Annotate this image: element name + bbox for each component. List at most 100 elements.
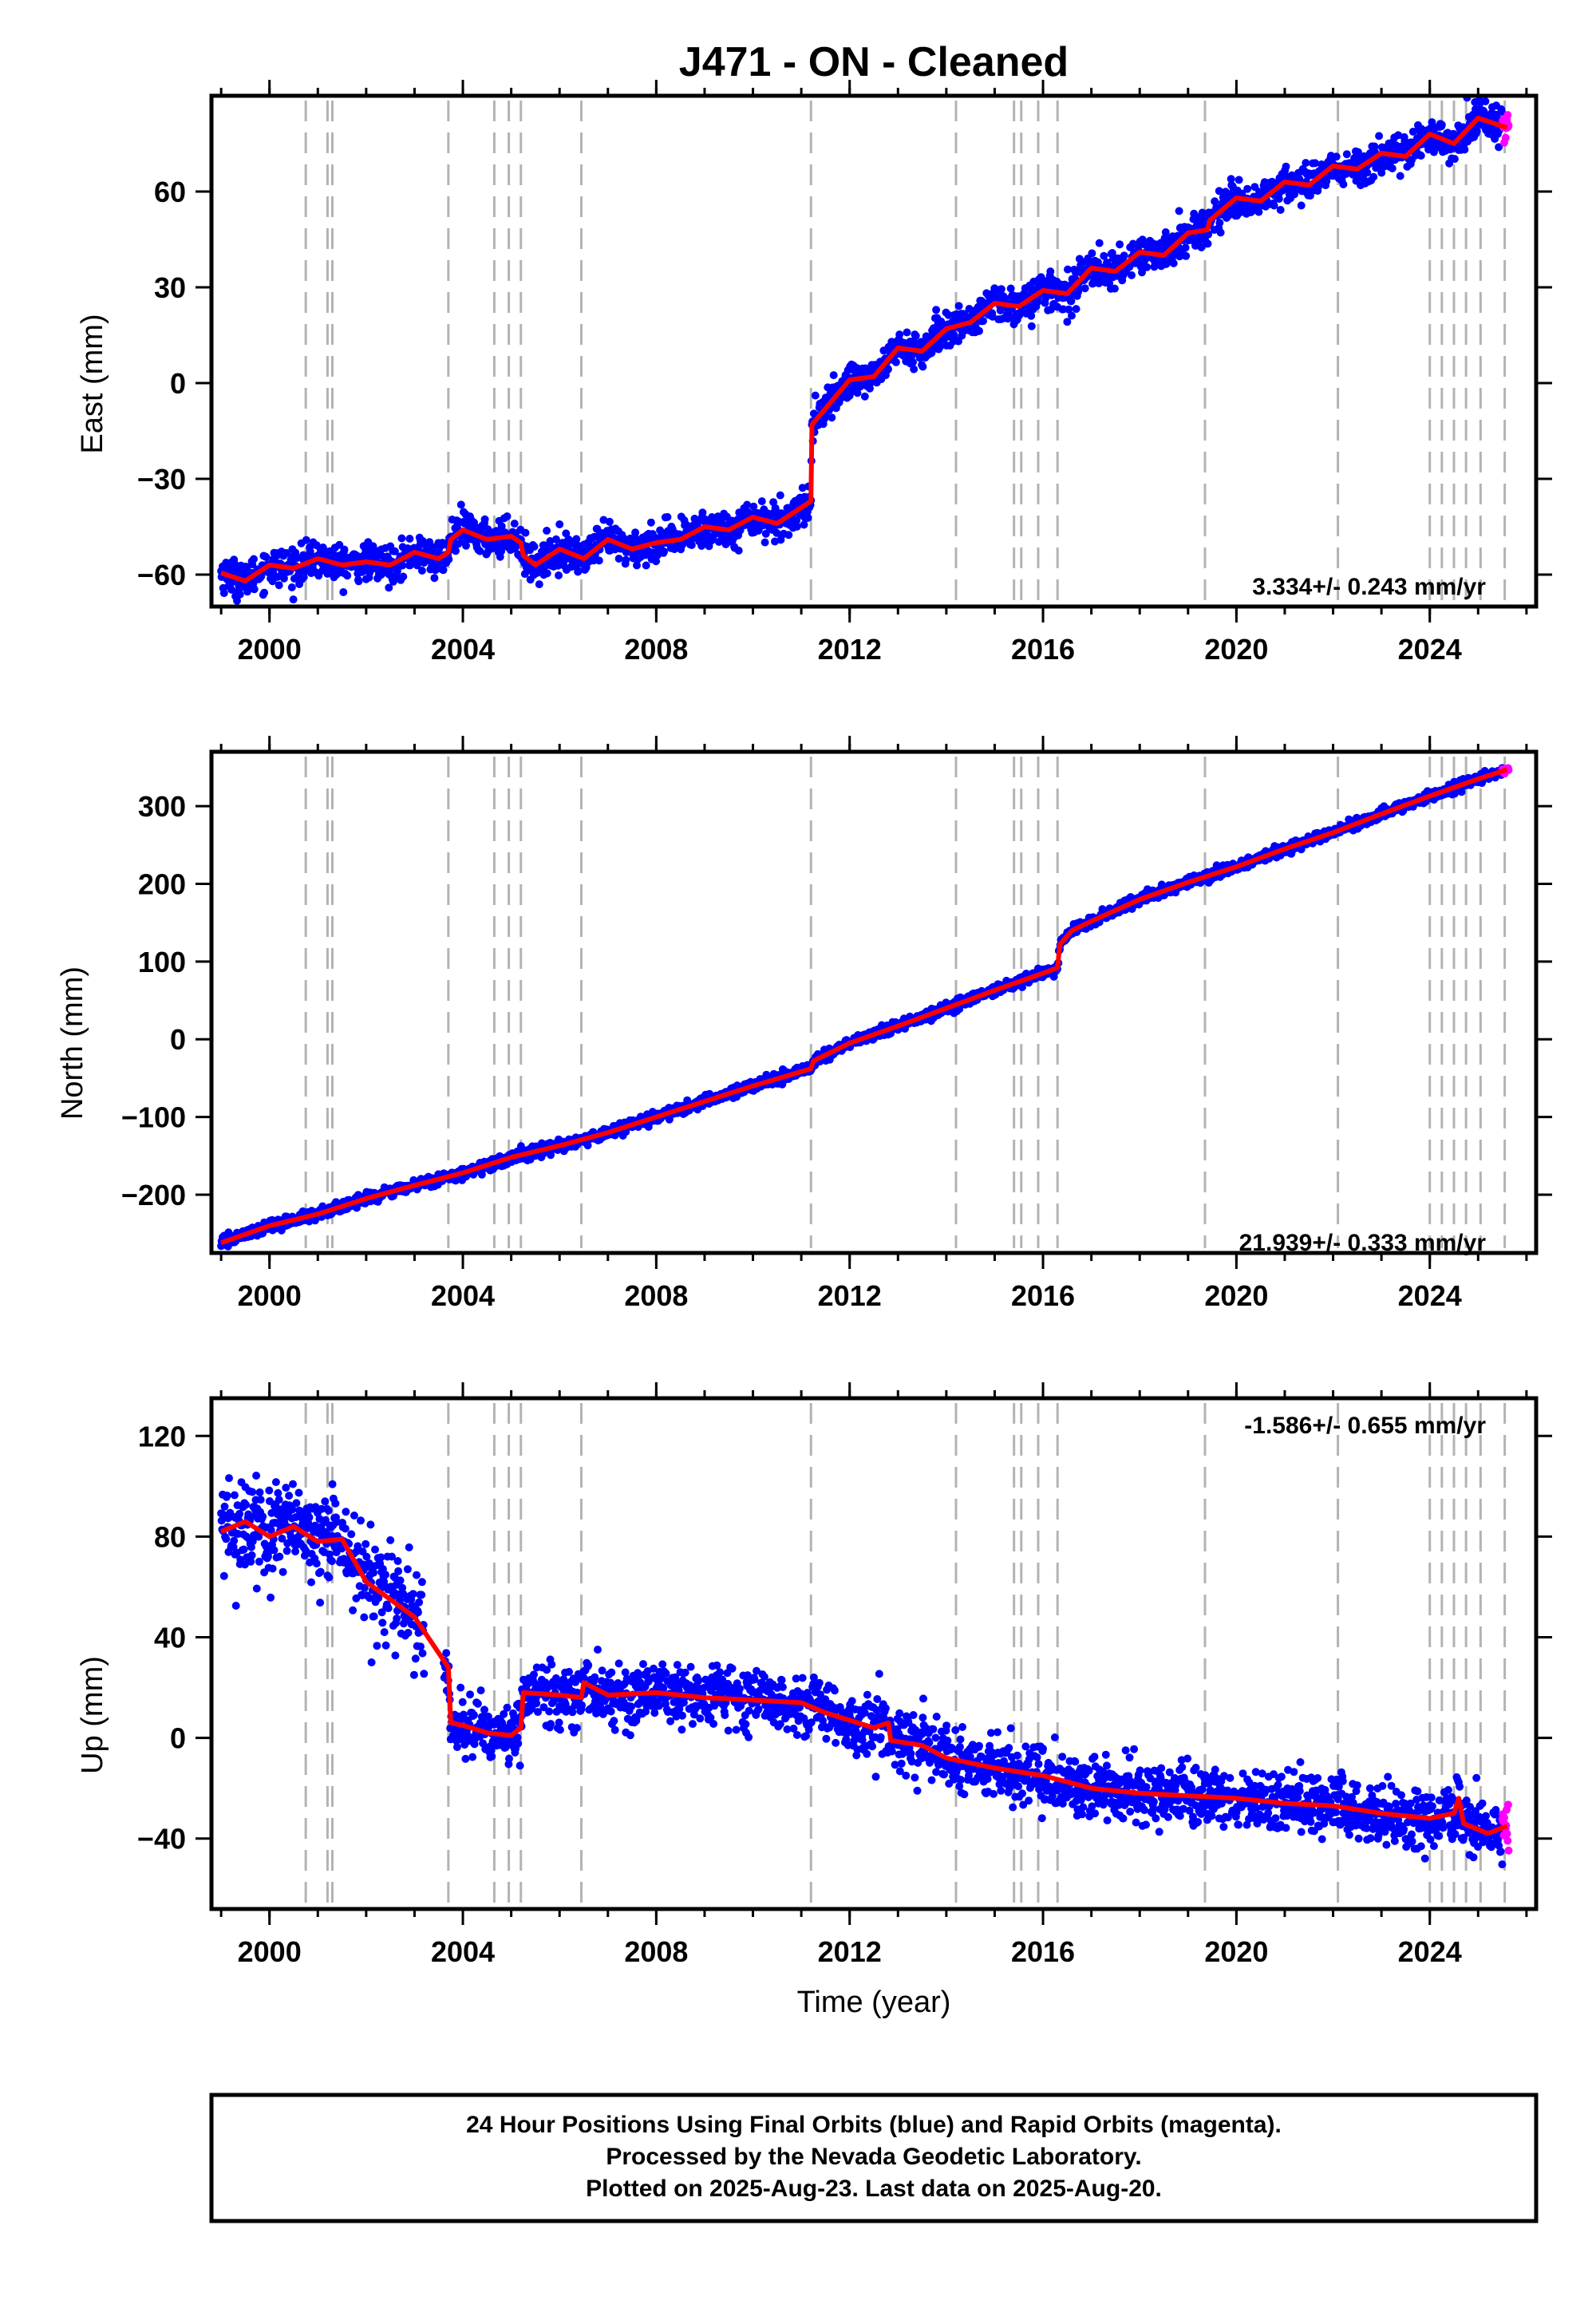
east-final-orbit-point (262, 553, 271, 561)
east-final-orbit-point (663, 512, 672, 521)
east-final-orbit-point (997, 285, 1005, 294)
east-final-orbit-point (1396, 172, 1404, 180)
east-panel: East (mm) 3.334+/- 0.243 mm/yr 2000 2004 2… (76, 80, 1552, 666)
east-final-orbit-point (555, 520, 564, 528)
east-final-orbit-point (1416, 152, 1425, 160)
east-final-orbit-point (1027, 322, 1036, 330)
east-final-orbit-point (521, 528, 530, 537)
east-final-orbit-point (234, 568, 243, 577)
east-final-orbit-point (698, 508, 707, 517)
east-final-orbit-point (530, 542, 539, 551)
east-final-orbit-point (369, 542, 377, 551)
east-final-orbit-point (235, 590, 244, 599)
east-final-orbit-point (390, 547, 399, 555)
east-final-orbit-point (497, 522, 506, 531)
east-final-orbit-point (339, 588, 348, 596)
east-final-orbit-point (1203, 239, 1212, 248)
east-y-tick-label: 30 (154, 271, 186, 304)
east-final-orbit-point (444, 555, 453, 563)
east-final-orbit-point (652, 557, 661, 566)
east-final-orbit-point (697, 542, 706, 550)
east-event-lines (304, 101, 1507, 602)
east-final-orbit-point (828, 413, 836, 422)
east-final-orbit-point (282, 549, 290, 557)
east-final-orbit-point (800, 520, 808, 529)
east-final-orbit-point (1375, 132, 1384, 140)
figure-title: J471 - ON - Cleaned (679, 39, 1069, 85)
east-y-tick-label: −60 (137, 559, 186, 591)
east-x-tick-label: 2004 (431, 633, 495, 666)
east-final-orbit-point (476, 547, 484, 555)
east-final-orbit-point (1116, 240, 1124, 249)
east-final-orbit-point (936, 342, 945, 351)
east-final-orbit-point (784, 531, 793, 539)
east-final-orbit-point (599, 516, 608, 524)
east-final-orbit-point (219, 589, 228, 598)
east-final-orbit-point (1182, 251, 1191, 260)
east-final-orbit-point (1068, 311, 1076, 320)
east-rapid-orbit-point (1501, 133, 1510, 142)
east-final-orbit-point (287, 583, 296, 591)
east-x-tick-label: 2012 (818, 633, 882, 666)
east-final-orbit-point (462, 541, 470, 550)
east-final-orbit-point (233, 596, 241, 605)
east-final-orbit-point (1120, 251, 1128, 260)
east-final-orbit-point (397, 534, 406, 543)
east-final-orbit-point (1088, 249, 1096, 258)
east-final-orbit-point (574, 567, 583, 575)
east-final-orbit-point (1472, 127, 1481, 136)
east-final-orbit-point (510, 520, 519, 528)
east-x-tick-label: 2000 (238, 633, 302, 666)
east-x-tick-label: 2008 (624, 633, 688, 666)
east-final-orbit-point (903, 328, 911, 337)
east-final-orbit-point (975, 326, 983, 335)
east-final-orbit-point (895, 330, 904, 339)
east-final-orbit-point (642, 561, 650, 570)
east-final-orbit-point (757, 497, 766, 506)
east-final-orbit-point (1437, 121, 1446, 129)
east-final-orbit-point (398, 561, 407, 570)
east-final-orbit-point (1450, 155, 1459, 164)
east-final-orbit-point (792, 522, 801, 531)
east-final-orbit-point (1046, 267, 1055, 276)
east-final-orbit-point (543, 569, 551, 578)
east-final-orbit-point (1175, 207, 1183, 215)
east-final-orbit-point (354, 577, 363, 586)
east-final-orbit-point (273, 572, 282, 581)
east-final-orbit-point (551, 535, 560, 543)
east-final-orbit-point (979, 317, 987, 326)
east-final-orbit-point (633, 561, 641, 570)
east-x-tick-label: 2020 (1204, 633, 1268, 666)
east-final-orbit-point (417, 567, 426, 575)
east-final-orbit-point (535, 580, 543, 589)
east-final-orbit-point (965, 305, 974, 313)
east-final-orbit-point (503, 512, 512, 520)
east-final-orbit-point (1270, 201, 1278, 210)
east-final-orbit-point (289, 595, 298, 604)
east-final-orbit-point (622, 555, 630, 564)
east-final-orbit-point (1369, 172, 1378, 181)
east-final-orbit-point (1274, 195, 1283, 204)
east-final-orbit-point (1243, 184, 1252, 193)
east-y-tick-label: 60 (154, 176, 186, 208)
east-final-orbit-point (543, 527, 551, 535)
east-final-orbit-point (761, 529, 770, 538)
east-final-orbit-point (1143, 263, 1152, 271)
east-final-orbit-point (227, 585, 236, 594)
east-final-orbit-point (804, 513, 812, 522)
east-final-orbit-point (1080, 284, 1089, 293)
east-ylabel: East (mm) (76, 314, 109, 453)
east-final-orbit-point (1235, 176, 1243, 184)
east-final-orbit-point (430, 574, 439, 583)
east-final-orbit-point (1072, 305, 1080, 314)
east-final-orbit-point (605, 517, 614, 526)
east-final-orbit-point (385, 583, 393, 592)
east-final-orbit-point (1215, 219, 1224, 227)
east-final-orbit-point (595, 556, 603, 565)
east-final-orbit-point (910, 365, 918, 373)
east-final-orbit-point (1006, 284, 1015, 293)
east-final-orbit-point (734, 546, 743, 555)
east-final-orbit-point (891, 358, 900, 366)
east-final-orbit-point (860, 392, 869, 401)
east-final-orbit-point (1481, 97, 1490, 105)
